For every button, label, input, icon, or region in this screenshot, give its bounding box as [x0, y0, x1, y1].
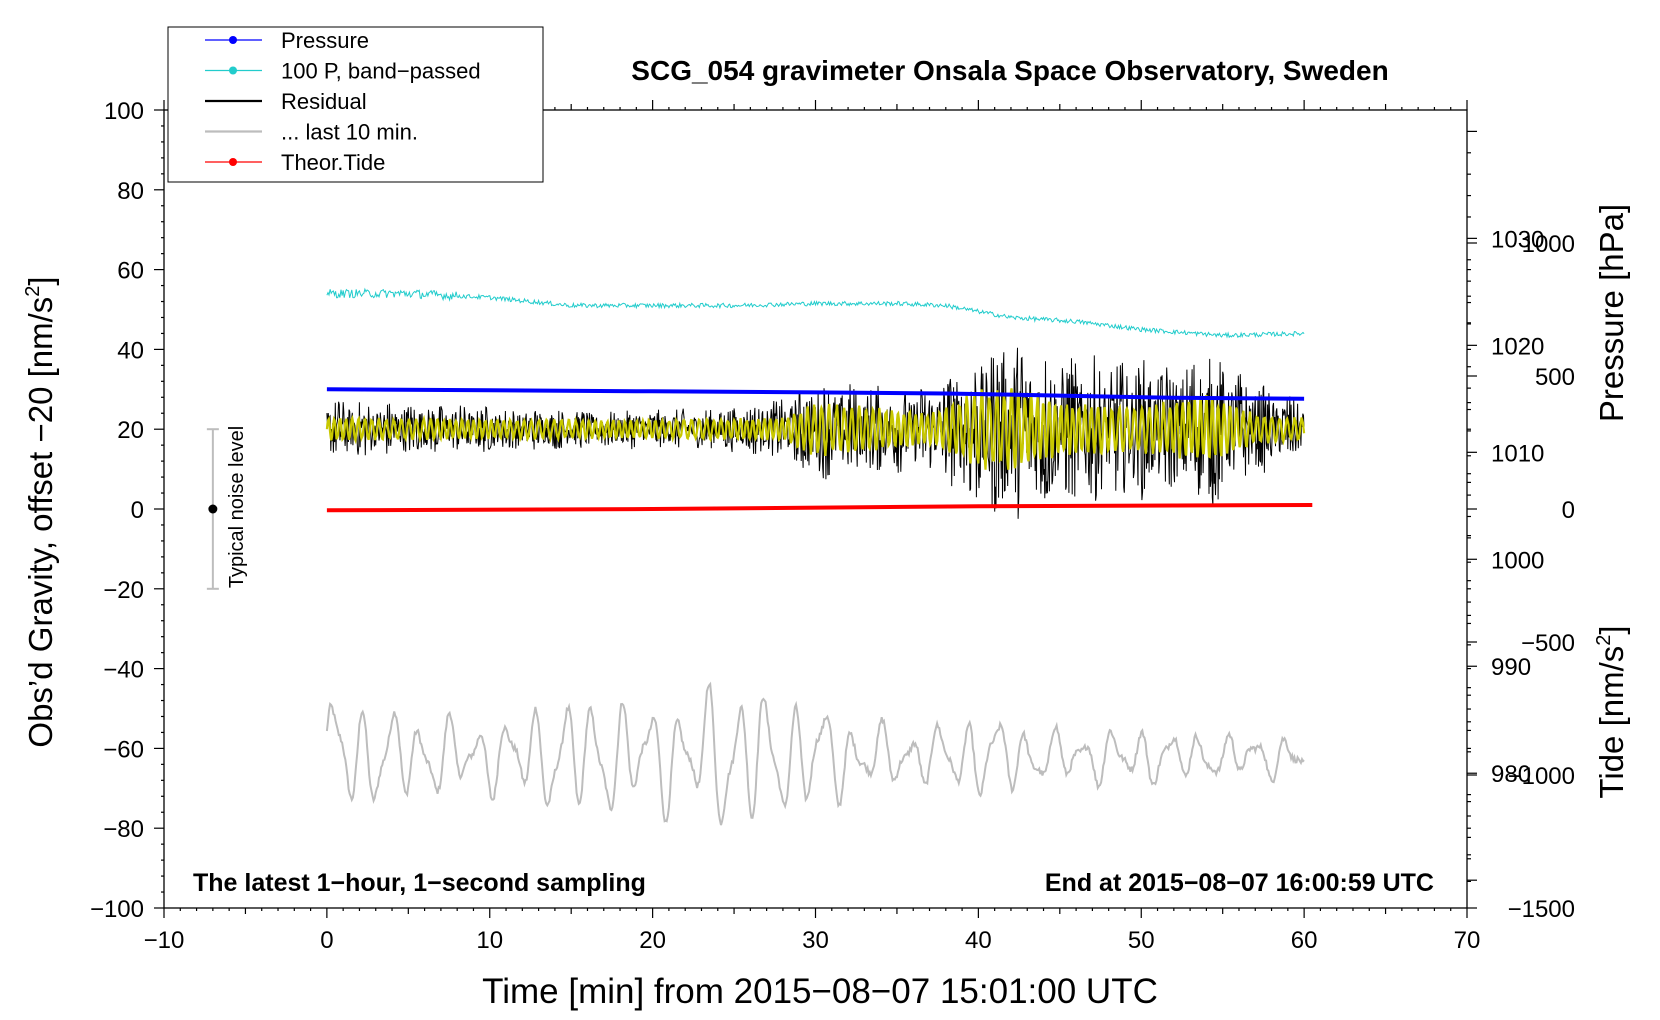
- pressure-tick-label: 1010: [1491, 440, 1544, 467]
- y-tick-label: 20: [117, 417, 144, 444]
- tide-tick-label: 500: [1535, 364, 1575, 391]
- x-tick-label: 70: [1454, 927, 1481, 954]
- x-tick-label: −10: [144, 927, 185, 954]
- pressure-tick-label: 1000: [1491, 547, 1544, 574]
- y-tick-label: 40: [117, 337, 144, 364]
- pressure-tick-label: 980: [1491, 761, 1531, 788]
- legend-label: ... last 10 min.: [281, 120, 418, 145]
- sampling-note: The latest 1−hour, 1−second sampling: [193, 869, 646, 897]
- y-axis-label-tide-close: ]: [1593, 625, 1630, 634]
- tide-tick-label: 0: [1562, 497, 1575, 524]
- y-tick-label: 0: [131, 497, 144, 524]
- legend-label: Theor.Tide: [281, 150, 385, 175]
- y-axis-label-tide: Tide [nm/s2]: [1593, 625, 1630, 798]
- y-tick-label: 60: [117, 258, 144, 285]
- noise-bar-center: [208, 504, 218, 514]
- x-tick-label: 0: [320, 927, 333, 954]
- x-axis-label: Time [min] from 2015−08−07 15:01:00 UTC: [482, 972, 1158, 1011]
- tide-tick-label: −1000: [1508, 763, 1575, 790]
- y-axis-label-left-close: ]: [22, 276, 59, 285]
- legend-label: Residual: [281, 89, 367, 114]
- y-tick-label: −100: [90, 896, 144, 923]
- chart-title: SCG_054 gravimeter Onsala Space Observat…: [631, 55, 1388, 86]
- y-tick-label: 100: [104, 98, 144, 125]
- series-filtered: [325, 388, 1306, 470]
- pressure-tick-label: 1020: [1491, 333, 1544, 360]
- noise-level-label: Typical noise level: [226, 426, 248, 588]
- pressure-tick-label: 990: [1491, 654, 1531, 681]
- tide-tick-label: −1500: [1508, 896, 1575, 923]
- x-tick-label: 40: [965, 927, 992, 954]
- y-axis-label-tide-main: Tide [nm/s: [1593, 646, 1630, 799]
- y-tick-label: −20: [103, 577, 144, 604]
- y-tick-label: 80: [117, 178, 144, 205]
- y-axis-label-tide-sup: 2: [1593, 635, 1615, 646]
- series-band-passed: [326, 287, 1305, 339]
- axis-layer: −10 0 10 20 30 40 50 60 70100806040200−20−40−60−…: [90, 98, 1575, 954]
- y-axis-label-pressure: Pressure [hPa]: [1593, 204, 1630, 422]
- series-pressure: [326, 387, 1305, 401]
- legend-box: [167, 26, 544, 183]
- legend-marker: [229, 158, 237, 166]
- x-tick-label: 50: [1128, 927, 1155, 954]
- x-tick-label: 60: [1291, 927, 1318, 954]
- series-last-10-min: [325, 681, 1305, 826]
- series-theor-tide: [326, 503, 1313, 513]
- y-axis-label-left-sup: 2: [22, 286, 44, 297]
- legend-marker: [229, 66, 237, 75]
- legend-marker: [229, 36, 237, 44]
- tide-tick-label: 1000: [1522, 231, 1575, 258]
- legend: Pressure 100 P, band−passed Residual ... la…: [167, 26, 544, 183]
- y-tick-label: −80: [103, 816, 144, 843]
- legend-label: Pressure: [281, 28, 369, 53]
- y-axis-label-left: Obs’d Gravity, offset −20 [nm/s2]: [22, 276, 59, 747]
- legend-label: 100 P, band−passed: [281, 59, 481, 84]
- tide-tick-label: −500: [1521, 630, 1575, 657]
- y-axis-label-left-main: Obs’d Gravity, offset −20 [nm/s: [22, 297, 59, 748]
- end-time-note: End at 2015−08−07 16:00:59 UTC: [1045, 869, 1434, 897]
- y-tick-label: −40: [103, 657, 144, 684]
- pressure-tick-label: 1030: [1491, 226, 1544, 253]
- y-tick-label: −60: [103, 736, 144, 763]
- series-layer: [206, 287, 1313, 826]
- x-tick-label: 10: [476, 927, 503, 954]
- x-tick-label: 20: [639, 927, 666, 954]
- x-tick-label: 30: [802, 927, 829, 954]
